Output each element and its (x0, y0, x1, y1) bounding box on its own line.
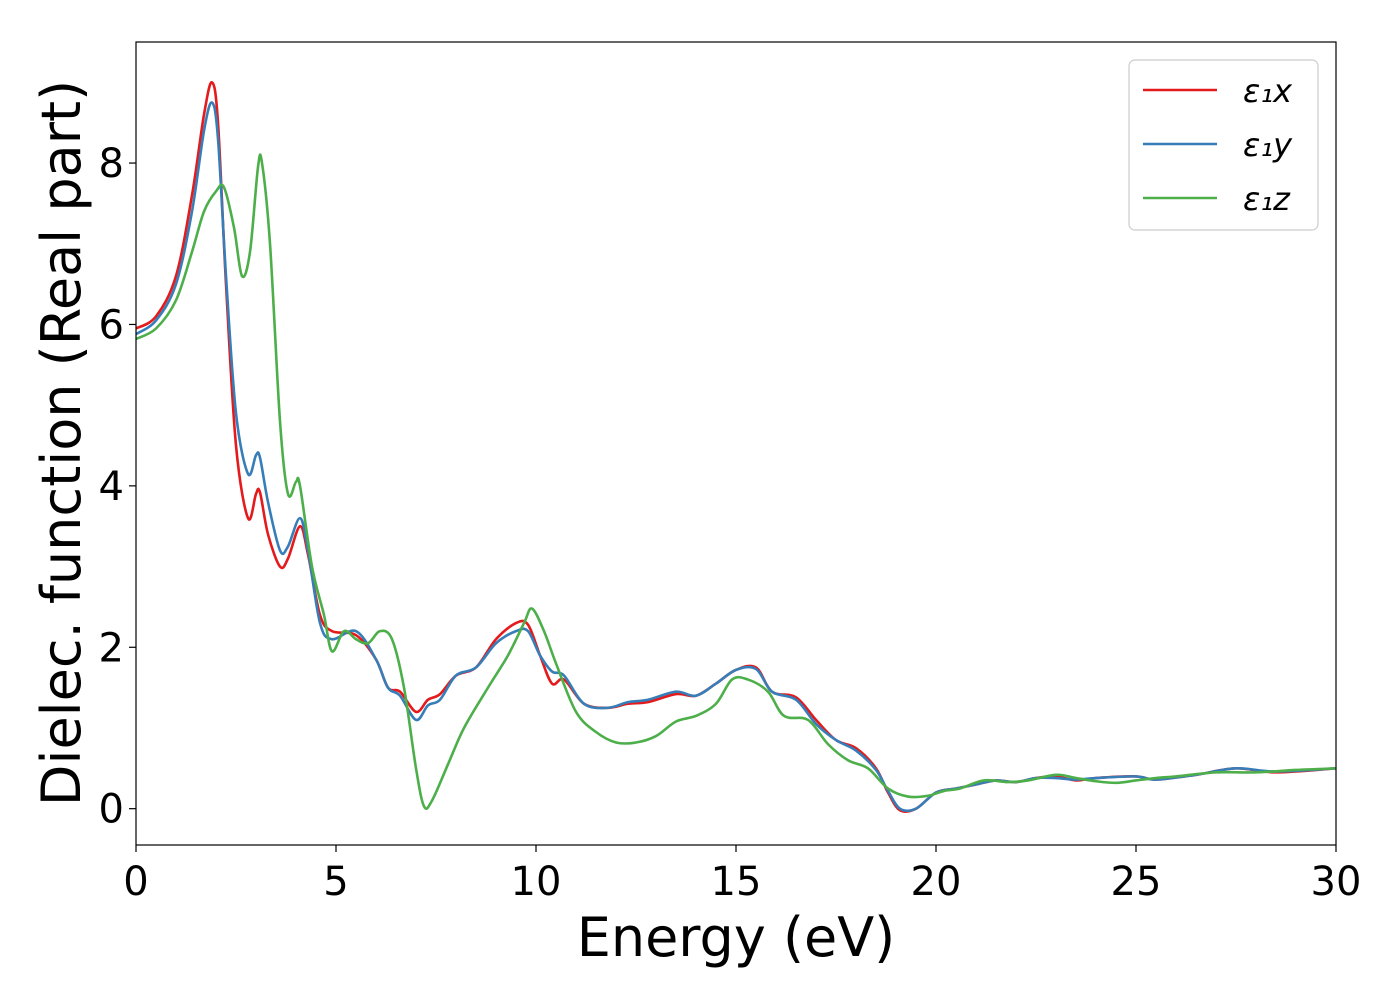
y-axis-label: Dielec. function (Real part) (30, 80, 93, 806)
x-tick-label: 25 (1111, 859, 1162, 905)
axes-layer: 0 5 10 15 20 25 30 0 2 4 6 8 (99, 41, 1362, 905)
y-tick-label: 0 (99, 787, 124, 833)
legend: ε₁x ε₁y ε₁z (1128, 59, 1319, 231)
x-tick-label: 10 (511, 859, 562, 905)
x-tick-label: 15 (711, 859, 762, 905)
x-axis-label: Energy (eV) (577, 906, 896, 969)
x-tick-label: 5 (323, 859, 348, 905)
legend-label-1: ε₁x (1243, 72, 1293, 110)
legend-label-2: ε₁y (1243, 126, 1293, 164)
legend-label-3: ε₁z (1243, 180, 1291, 218)
series-layer (136, 81, 1336, 814)
y-tick-label: 6 (99, 302, 124, 348)
y-tick-label: 2 (99, 625, 124, 671)
y-tick-label: 4 (99, 464, 124, 510)
x-tick-label: 30 (1311, 859, 1362, 905)
legend-box (1128, 59, 1319, 231)
x-tick-label: 20 (911, 859, 962, 905)
x-tick-label: 0 (123, 859, 148, 905)
series-line-3 (136, 153, 1336, 810)
y-tick-label: 8 (99, 141, 124, 187)
